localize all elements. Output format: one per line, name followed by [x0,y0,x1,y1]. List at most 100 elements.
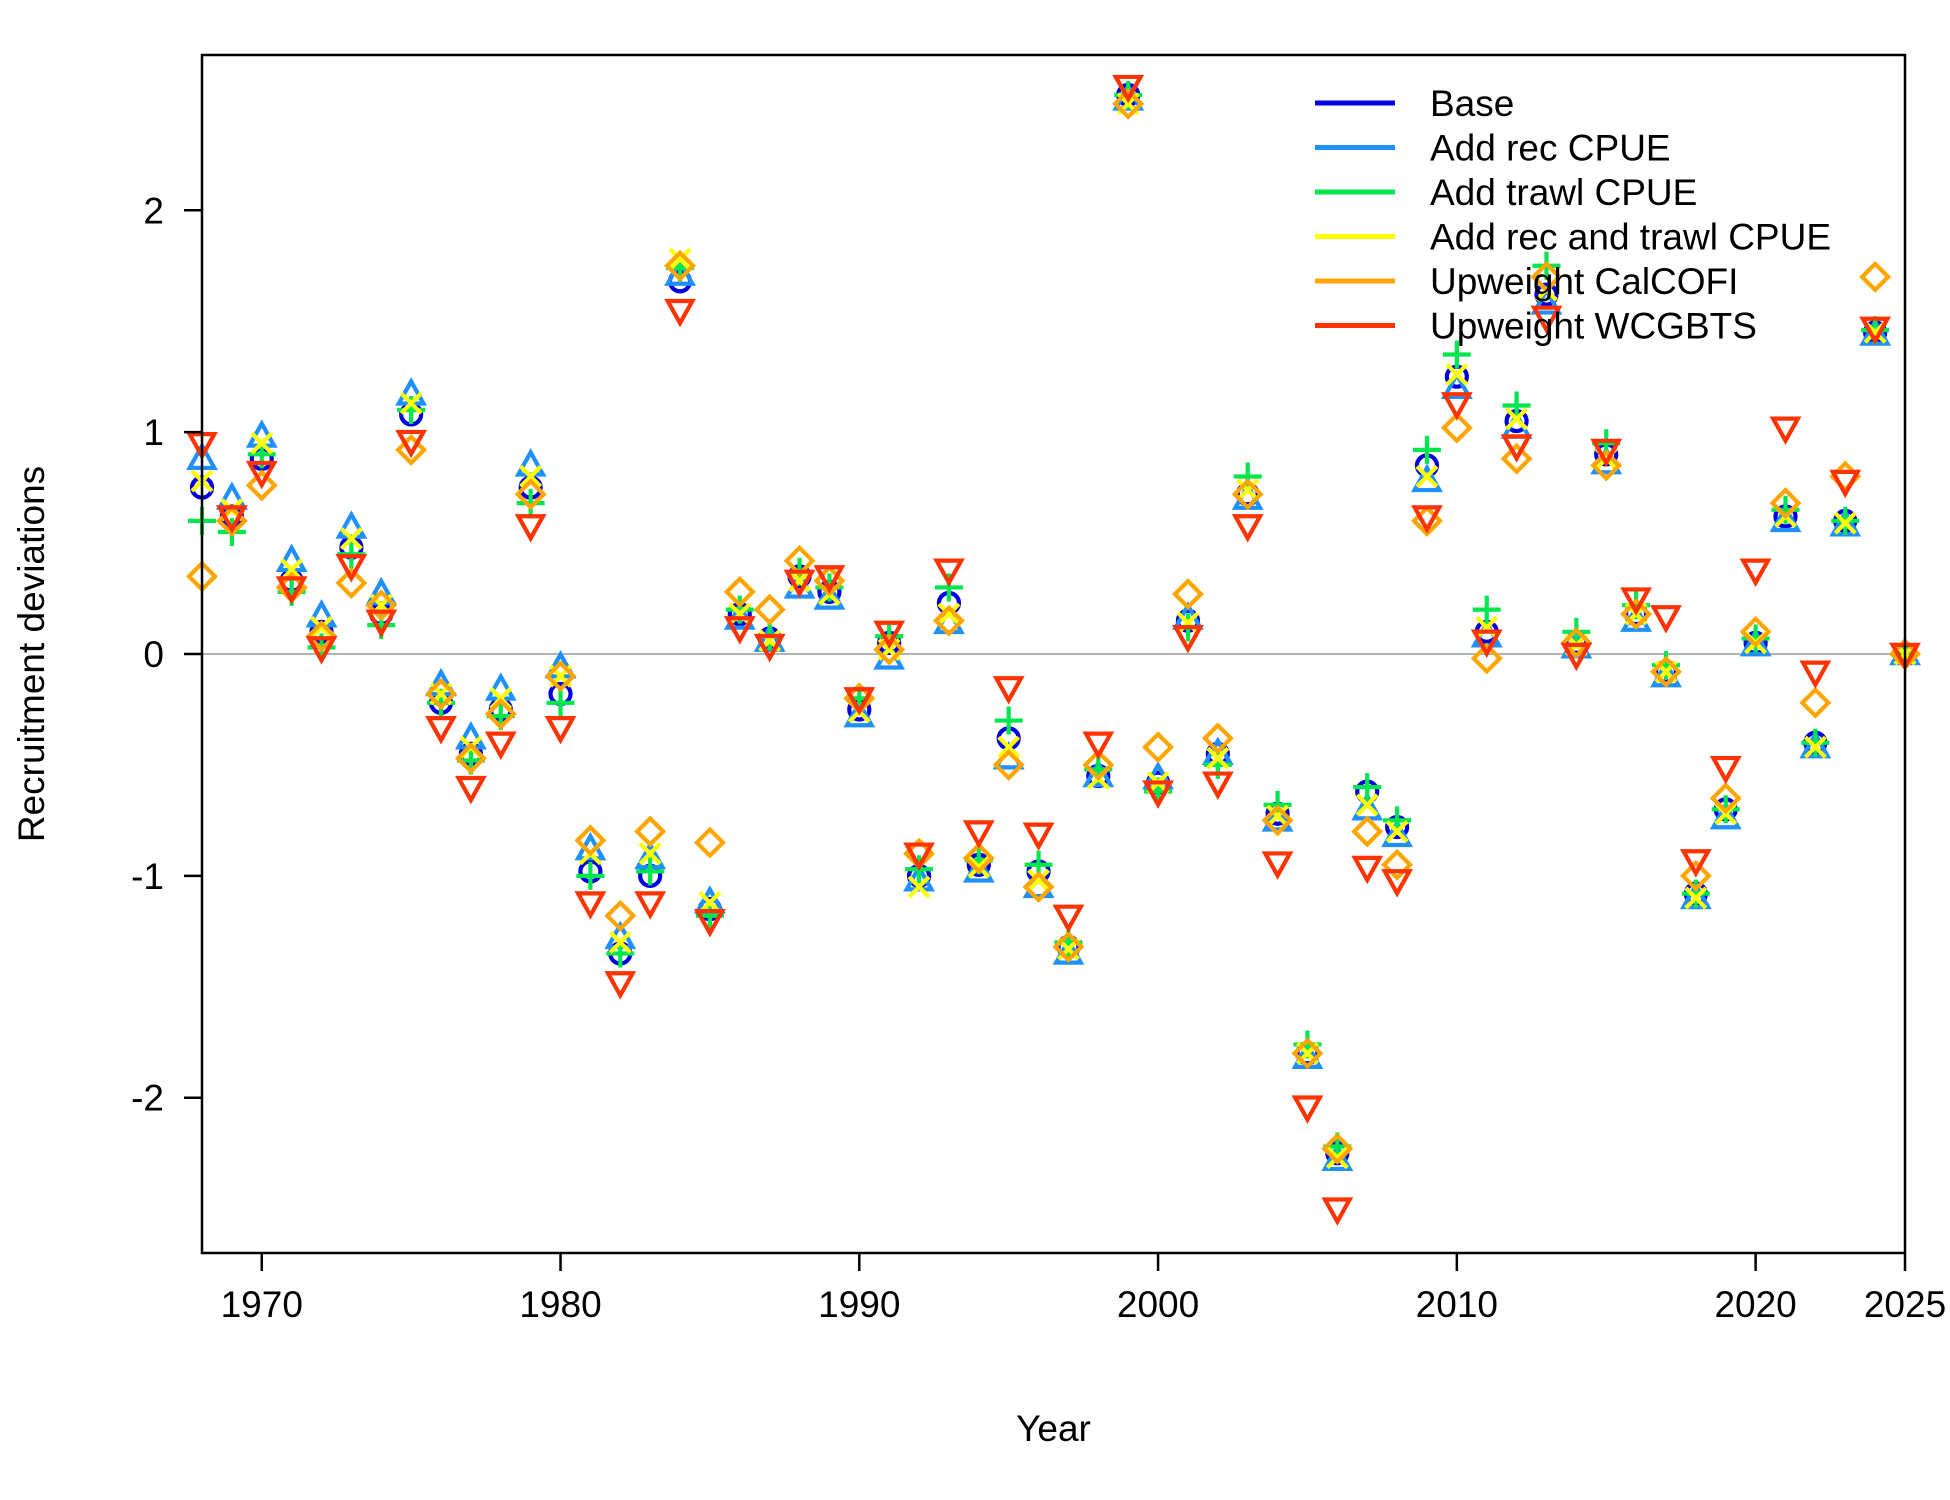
y-tick-label: 0 [143,634,164,675]
data-point [1769,503,1802,533]
legend-label: Add trawl CPUE [1430,172,1697,213]
data-point [425,716,457,745]
data-point [425,677,457,710]
data-point [873,620,906,650]
data-point [250,431,274,455]
data-point [514,478,547,511]
data-point [1142,780,1174,809]
data-point [215,505,248,534]
data-point [753,633,786,663]
data-point [335,567,368,599]
data-point [1082,748,1115,781]
data-point [1385,819,1409,843]
data-point [636,857,665,886]
data-point [1502,391,1531,420]
data-point [365,609,398,639]
data-point [1261,804,1294,837]
data-point [1231,514,1264,543]
data-point [1560,626,1593,659]
data-point [1679,849,1712,878]
data-point [783,569,816,599]
data-point [634,891,667,920]
series-6 [186,74,1921,1226]
data-point [1233,462,1262,491]
data-point [962,842,995,875]
data-point [1445,362,1469,386]
data-point [1530,260,1563,293]
data-point [1351,855,1384,885]
data-point [1412,435,1441,464]
data-point [310,615,333,639]
data-point [728,602,752,626]
data-point [967,855,991,879]
data-point [305,636,338,665]
data-point [634,815,667,848]
data-point [1470,642,1503,675]
data-point [1709,782,1742,815]
data-point [1172,625,1204,654]
data-point [245,460,278,490]
data-point [1739,627,1772,657]
data-point [1415,465,1439,489]
data-point [1052,930,1085,963]
data-point [335,554,368,583]
data-point [638,842,662,866]
x-tick-label: 1990 [818,1284,900,1325]
data-point [245,469,278,502]
x-tick-label: 2000 [1117,1284,1199,1325]
data-point [1381,848,1414,881]
data-point [454,775,487,805]
legend-label: Add rec CPUE [1430,128,1671,169]
data-point [1650,655,1682,688]
x-tick-label: 2020 [1714,1284,1796,1325]
data-point [1022,822,1055,852]
data-point [514,514,547,543]
data-point [1440,411,1473,444]
data-point [1620,587,1653,616]
data-point [992,676,1025,705]
data-point [1171,578,1204,611]
data-point [1859,260,1892,293]
data-point [1112,74,1145,104]
data-point [1620,598,1653,631]
data-point [783,544,816,577]
data-point [994,706,1023,735]
data-point [1351,815,1384,848]
data-point [664,298,696,328]
data-point [1769,416,1802,446]
data-point [1833,511,1857,535]
data-point [1684,886,1708,910]
data-point [992,748,1025,781]
data-point [962,820,995,849]
data-point [1022,870,1055,903]
data-point [1231,478,1264,511]
data-point [962,854,995,883]
data-point [395,433,428,466]
data-point [1530,305,1563,335]
data-point [1769,487,1802,520]
data-point [693,909,726,938]
data-point [1739,615,1772,648]
data-point [574,824,607,857]
data-point [1470,629,1503,658]
data-point [1381,869,1414,898]
series-5 [186,87,1921,1165]
data-point [1679,859,1712,892]
data-point [788,569,812,593]
y-tick-label: -2 [131,1078,164,1119]
data-point [1411,463,1443,493]
y-tick-label: -1 [131,856,164,897]
data-point [399,391,423,415]
data-point [932,604,965,637]
data-points [186,74,1921,1226]
data-point [1560,642,1593,672]
data-point [997,735,1021,759]
data-point [1739,558,1772,588]
data-point [693,826,726,859]
y-axis-label: Recruitment deviations [11,466,52,842]
data-point [1236,478,1260,502]
data-point [1505,407,1529,431]
data-point [1325,1146,1349,1170]
